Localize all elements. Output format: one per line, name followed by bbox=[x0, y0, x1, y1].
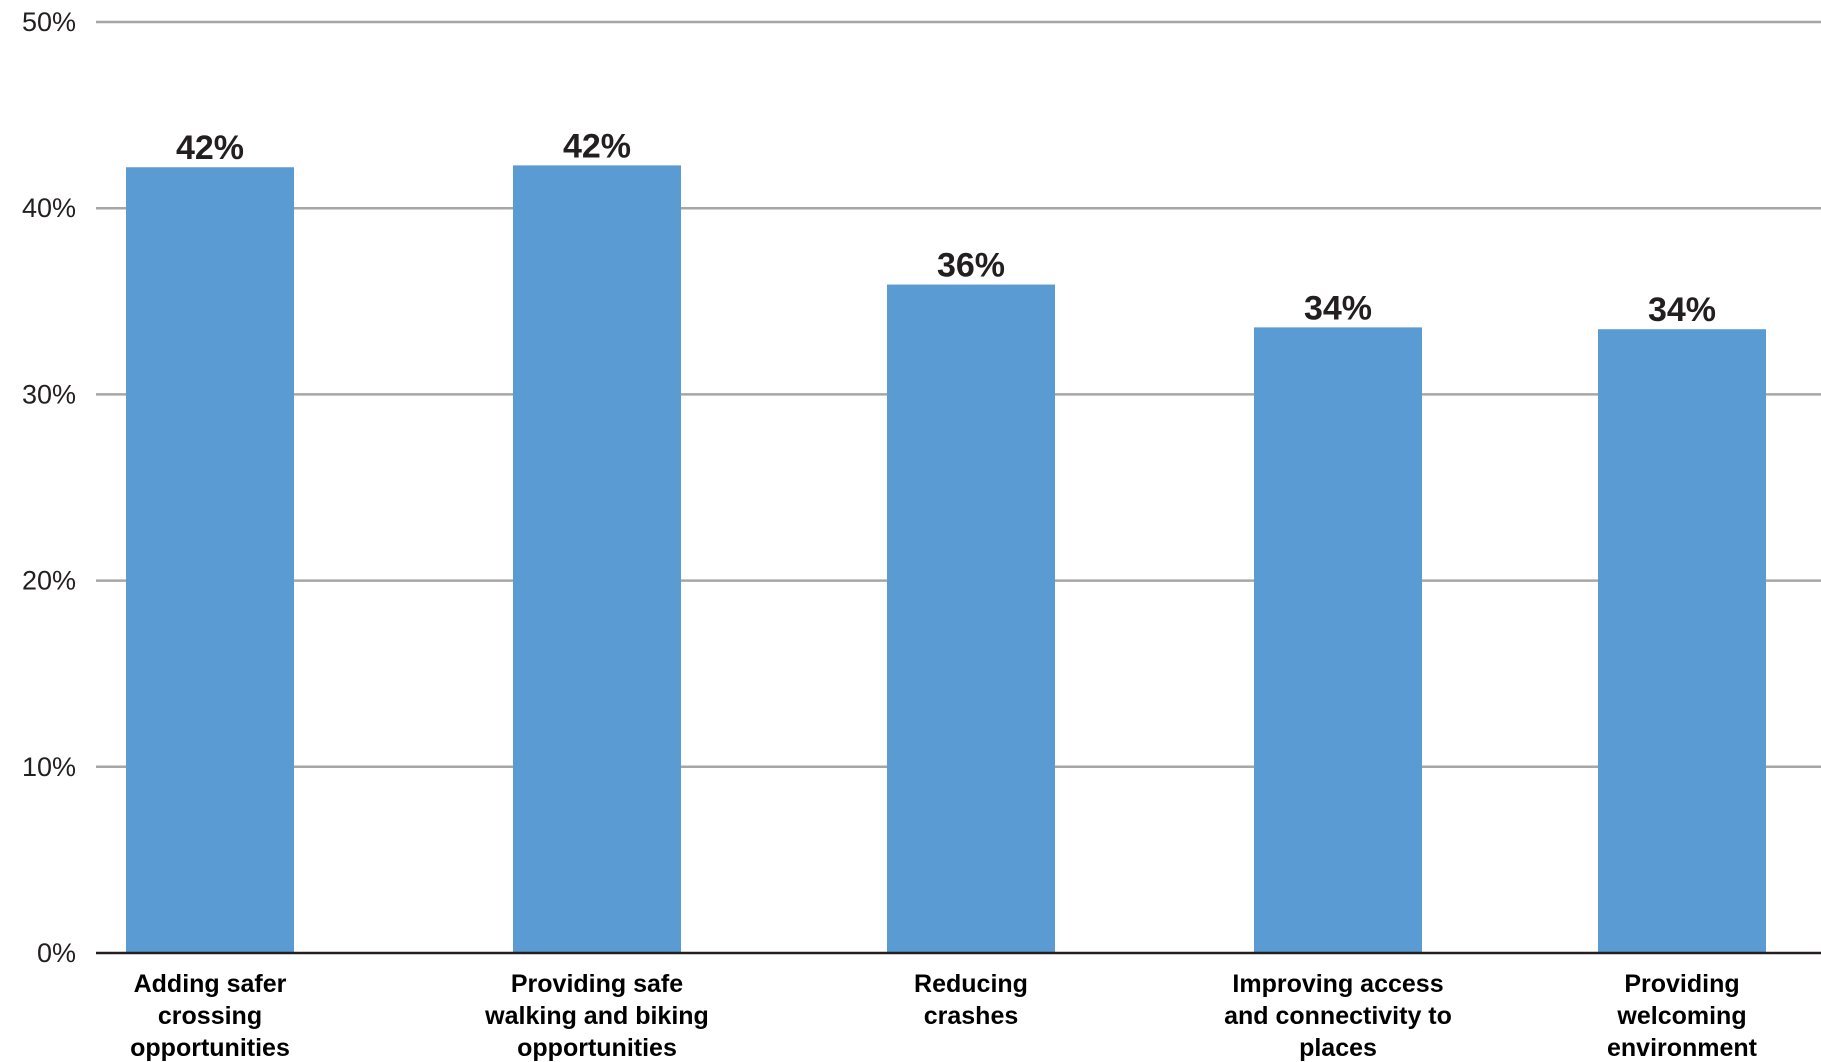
category-label-2-line-1: Providing safe bbox=[511, 970, 683, 998]
bar-3 bbox=[887, 284, 1055, 953]
category-label-1-line-2: crossing bbox=[158, 1002, 262, 1030]
category-label-5-line-3: environment bbox=[1607, 1034, 1758, 1062]
data-label-5: 34% bbox=[1648, 291, 1716, 329]
y-tick-label-20: 20% bbox=[22, 566, 76, 596]
y-tick-label-50: 50% bbox=[22, 7, 76, 37]
data-label-1: 42% bbox=[176, 129, 244, 167]
category-label-5-line-1: Providing bbox=[1624, 970, 1739, 998]
category-label-5: Providing welcoming environment bbox=[1607, 970, 1758, 1062]
bar-2 bbox=[513, 165, 681, 953]
y-axis-tick-labels: 0% 10% 20% 30% 40% 50% bbox=[22, 7, 76, 968]
category-label-4-line-1: Improving access bbox=[1232, 970, 1443, 998]
category-label-2: Providing safe walking and biking opportun… bbox=[484, 970, 709, 1062]
data-label-3: 36% bbox=[937, 247, 1005, 285]
y-tick-label-30: 30% bbox=[22, 379, 76, 409]
category-label-1-line-3: opportunities bbox=[130, 1034, 290, 1062]
data-label-4: 34% bbox=[1304, 289, 1372, 327]
category-label-5-line-2: welcoming bbox=[1616, 1002, 1746, 1030]
category-label-4-line-3: places bbox=[1299, 1034, 1377, 1062]
bars bbox=[126, 165, 1766, 954]
bar-4 bbox=[1254, 327, 1422, 953]
y-tick-label-0: 0% bbox=[37, 938, 76, 968]
category-label-3-line-2: crashes bbox=[924, 1002, 1019, 1030]
category-label-4: Improving access and connectivity to place… bbox=[1224, 970, 1452, 1062]
category-label-3-line-1: Reducing bbox=[914, 970, 1028, 998]
category-label-1-line-1: Adding safer bbox=[134, 970, 287, 998]
data-labels: 42% 42% 36% 34% 34% bbox=[176, 127, 1716, 329]
category-label-4-line-2: and connectivity to bbox=[1224, 1002, 1452, 1030]
category-label-1: Adding safer crossing opportunities bbox=[130, 970, 290, 1062]
data-label-2: 42% bbox=[563, 127, 631, 165]
bar-1 bbox=[126, 167, 294, 954]
y-tick-label-10: 10% bbox=[22, 752, 76, 782]
y-tick-label-40: 40% bbox=[22, 193, 76, 223]
x-axis-category-labels: Adding safer crossing opportunitiesProvidi… bbox=[130, 970, 1758, 1062]
category-label-3: Reducing crashes bbox=[914, 970, 1028, 1030]
bar-5 bbox=[1598, 329, 1766, 954]
category-label-2-line-3: opportunities bbox=[517, 1034, 677, 1062]
category-label-2-line-2: walking and biking bbox=[484, 1002, 709, 1030]
